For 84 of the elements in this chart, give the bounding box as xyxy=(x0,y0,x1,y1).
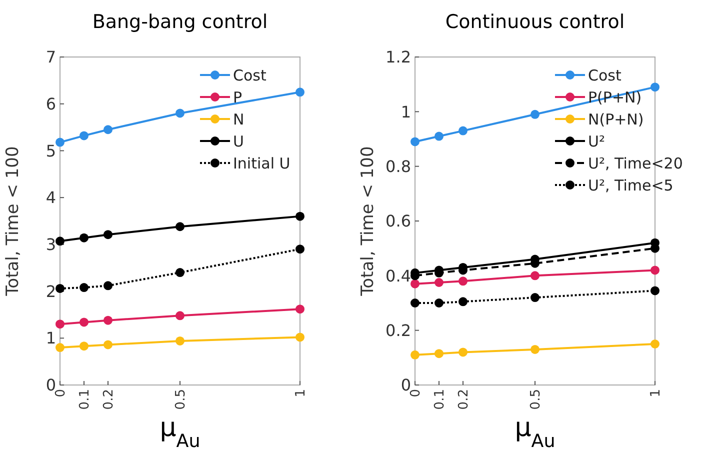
legend-label: U², Time<5 xyxy=(588,176,674,194)
y-tick-label: 1.2 xyxy=(386,48,411,67)
legend-label: U², Time<20 xyxy=(588,154,683,172)
y-axis-title: Total, Time < 100 xyxy=(358,146,378,297)
chart-title: Continuous control xyxy=(445,11,625,33)
point xyxy=(296,332,304,342)
point xyxy=(104,230,112,240)
y-tick-label: 1 xyxy=(400,102,411,122)
y-tick-label: 5 xyxy=(46,141,56,160)
point xyxy=(176,108,184,118)
legend-label: U xyxy=(233,132,244,150)
point xyxy=(434,132,444,141)
point xyxy=(434,298,444,308)
chart-title: Bang-bang control xyxy=(92,11,268,33)
y-tick-label: 2 xyxy=(46,282,56,301)
x-tick-label: 0.1 xyxy=(432,389,448,410)
point xyxy=(434,278,444,287)
point xyxy=(80,318,88,327)
point xyxy=(176,222,184,232)
point xyxy=(530,271,540,280)
point xyxy=(530,344,540,354)
x-tick-label: 1 xyxy=(648,389,664,398)
x-tick-label: 0.5 xyxy=(174,389,189,410)
point xyxy=(80,283,88,292)
legend-label: P xyxy=(233,88,242,106)
point xyxy=(434,349,444,358)
point xyxy=(458,276,468,286)
point xyxy=(176,311,184,320)
point xyxy=(458,126,468,136)
point xyxy=(410,137,420,146)
point xyxy=(56,284,64,293)
legend-label: N(P+N) xyxy=(588,110,644,128)
x-tick-label: 0 xyxy=(408,389,424,398)
x-tick-label: 0.5 xyxy=(528,389,544,410)
y-tick-label: 0.2 xyxy=(386,320,411,340)
point xyxy=(80,131,88,140)
point xyxy=(296,244,304,254)
y-tick-label: 3 xyxy=(46,235,56,254)
y-tick-label: 0.4 xyxy=(386,266,411,286)
point xyxy=(650,82,660,92)
point xyxy=(296,212,304,221)
x-axis-title: μ$_{Au}$ xyxy=(160,413,200,452)
y-axis-title: Total, Time < 100 xyxy=(3,146,23,297)
point xyxy=(104,340,112,350)
point xyxy=(56,343,64,352)
point xyxy=(176,336,184,346)
legend-label: N xyxy=(233,110,244,128)
point xyxy=(104,281,112,290)
legend-label: U² xyxy=(588,132,605,150)
point xyxy=(650,266,660,275)
x-axis-title: μ$_{Au}$ xyxy=(514,413,556,452)
y-tick-label: 1 xyxy=(46,328,56,348)
point xyxy=(410,350,420,360)
point xyxy=(530,110,540,119)
legend-label: Cost xyxy=(588,66,622,84)
point xyxy=(650,340,660,348)
x-tick-label: 1 xyxy=(294,389,309,398)
point xyxy=(458,297,468,306)
x-tick-label: 0.2 xyxy=(456,389,472,410)
y-tick-label: 6 xyxy=(46,94,56,114)
x-tick-label: 0.1 xyxy=(78,389,93,410)
y-tick-label: 0.6 xyxy=(386,212,411,231)
point xyxy=(56,138,64,147)
point xyxy=(296,88,304,97)
point xyxy=(104,316,112,325)
x-tick-label: 0 xyxy=(54,389,69,398)
point xyxy=(458,348,468,357)
y-tick-label: 4 xyxy=(46,188,56,208)
point xyxy=(80,342,88,351)
point xyxy=(104,125,112,134)
legend-label: Initial U xyxy=(233,154,290,172)
point xyxy=(80,233,88,242)
point xyxy=(176,268,184,278)
y-tick-label: 0.8 xyxy=(386,156,411,176)
point xyxy=(530,293,540,302)
x-tick-label: 0.2 xyxy=(102,389,117,410)
point xyxy=(650,286,660,296)
point xyxy=(410,298,420,308)
point xyxy=(56,236,64,246)
point xyxy=(410,279,420,288)
point xyxy=(296,304,304,314)
y-tick-label: 7 xyxy=(46,48,56,67)
point xyxy=(56,320,64,329)
legend-label: Cost xyxy=(233,66,266,84)
